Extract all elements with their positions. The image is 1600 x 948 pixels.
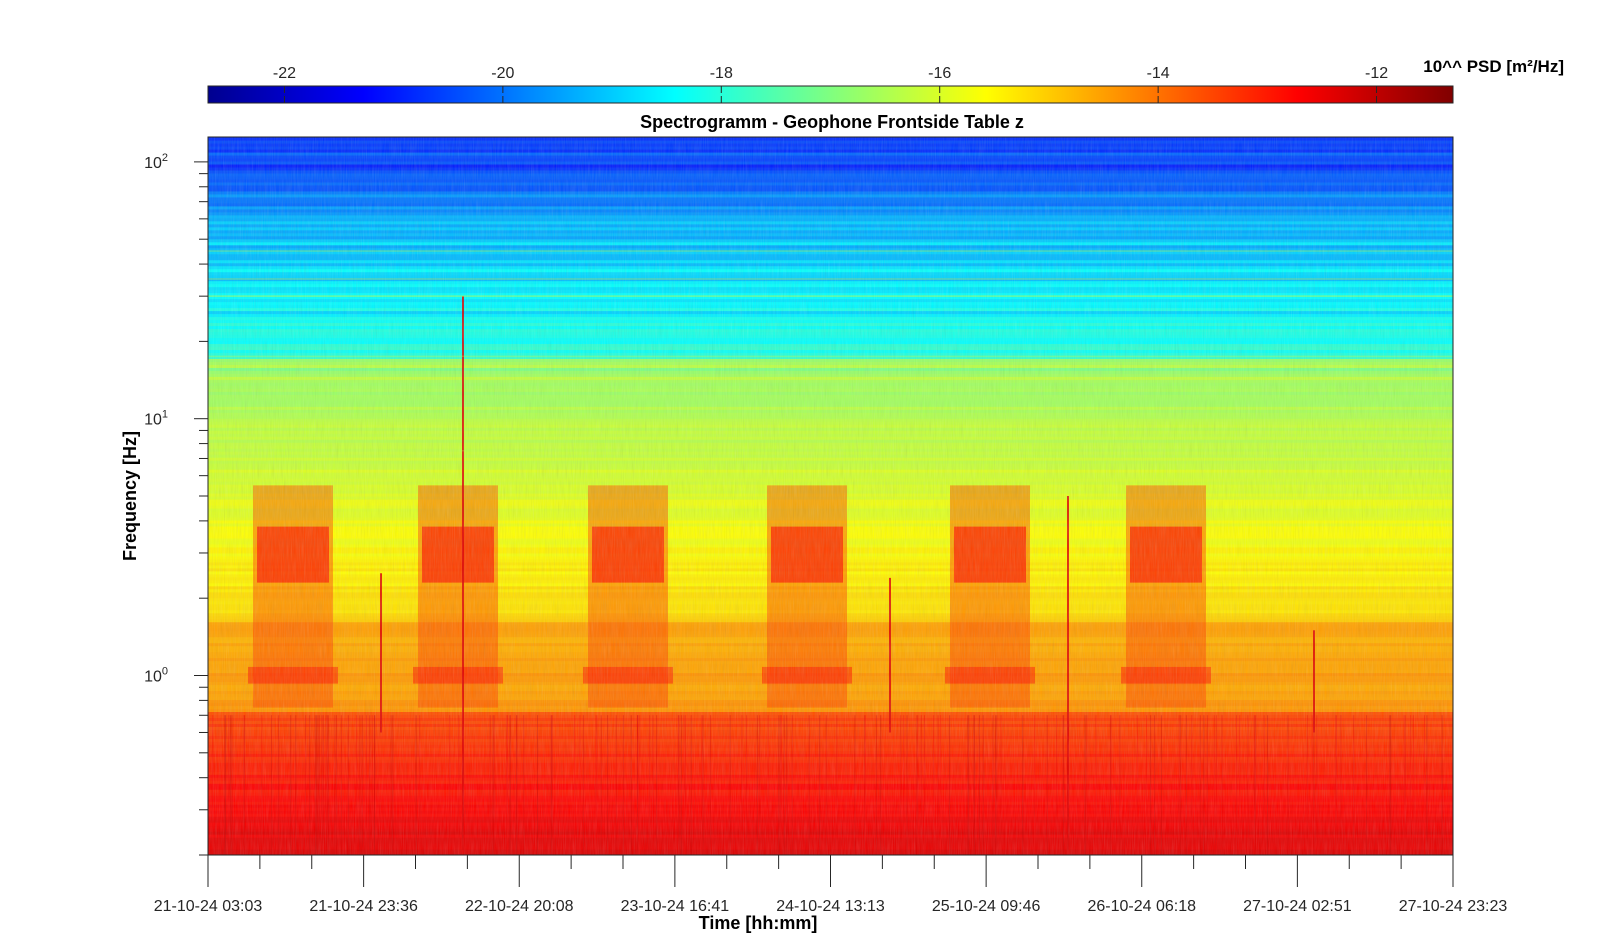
x-tick-label: 21-10-24 23:36 [309,898,418,915]
colorbar-tick-label: -22 [273,65,296,82]
y-tick-label: 102 [144,152,168,172]
colorbar-ticks: -22 -20 -18 -16 -14 -12 [273,65,1388,103]
colorbar-tick-label: -14 [1147,65,1170,82]
x-tick-label: 26-10-24 06:18 [1087,898,1196,915]
y-tick-label: 101 [144,409,168,429]
x-tick-label: 23-10-24 16:41 [621,898,730,915]
x-tick-label: 24-10-24 13:13 [776,898,885,915]
x-tick-label: 27-10-24 23:23 [1399,898,1508,915]
colorbar-gradient [207,85,1454,104]
colorbar-tick-label: -16 [928,65,951,82]
x-tick-label: 27-10-24 02:51 [1243,898,1352,915]
y-axis: 100 101 102 [144,152,208,856]
x-tick-label: 21-10-24 03:03 [154,898,263,915]
spectrogram-noise [208,137,1453,855]
x-tick-label: 22-10-24 20:08 [465,898,574,915]
x-tick-label: 25-10-24 09:46 [932,898,1041,915]
x-axis: 21-10-24 03:03 21-10-24 23:36 22-10-24 20:… [154,855,1508,915]
plot-area [208,137,1453,855]
colorbar: -22 -20 -18 -16 -14 -12 10^^ PSD [m²/Hz] [207,57,1564,104]
y-tick-label: 100 [144,666,168,686]
chart-title: Spectrogramm - Geophone Frontside Table … [640,112,1024,132]
y-axis-label: Frequency [Hz] [120,431,140,561]
colorbar-tick-label: -20 [491,65,514,82]
colorbar-tick-label: -12 [1365,65,1388,82]
colorbar-label: 10^^ PSD [m²/Hz] [1423,57,1564,76]
x-axis-label: Time [hh:mm] [699,913,818,933]
colorbar-tick-label: -18 [710,65,733,82]
